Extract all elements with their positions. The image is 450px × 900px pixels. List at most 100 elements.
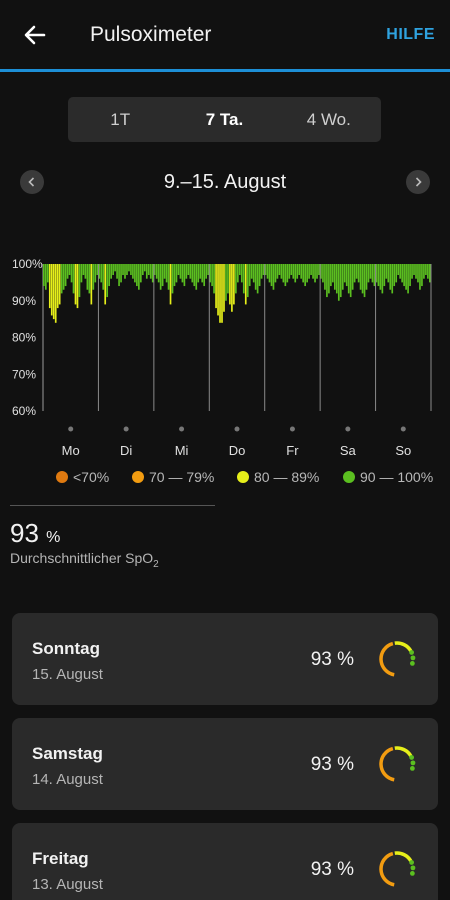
bar — [373, 264, 376, 287]
bar — [332, 264, 334, 283]
bar — [258, 264, 261, 287]
bar — [223, 264, 225, 312]
card-day: Samstag — [32, 744, 103, 763]
bar — [86, 264, 89, 290]
day-dot — [400, 426, 406, 432]
bar — [82, 264, 85, 276]
y-tick-label: 80% — [12, 331, 36, 345]
bar — [177, 264, 180, 276]
bar — [203, 264, 206, 287]
spo2-ring-icon — [379, 851, 416, 887]
bar — [421, 264, 423, 287]
bar — [314, 264, 316, 283]
bar — [316, 264, 318, 279]
y-tick-label: 70% — [12, 367, 36, 381]
bar — [130, 264, 132, 276]
bar — [286, 264, 289, 283]
bar — [256, 264, 259, 294]
previous-period-button[interactable] — [20, 170, 44, 194]
bar — [153, 264, 156, 276]
bar — [157, 264, 160, 283]
bar — [90, 264, 93, 305]
day-card-friday[interactable]: Freitag 13. August 93 % — [12, 823, 438, 900]
next-period-button[interactable] — [406, 170, 430, 194]
x-tick-label: Fr — [286, 443, 299, 458]
tab-7-days[interactable]: 7 Ta. — [205, 109, 244, 129]
bar — [393, 264, 396, 287]
bar — [379, 264, 382, 290]
card-date: 15. August — [32, 666, 103, 683]
bar — [173, 264, 176, 287]
bar — [415, 264, 417, 279]
appbar-divider — [0, 69, 450, 72]
day-card-saturday[interactable]: Samstag 14. August 93 % — [12, 718, 438, 810]
bar — [128, 264, 130, 272]
bar — [330, 264, 332, 287]
bar — [335, 264, 338, 294]
ring-dot — [409, 661, 415, 666]
bar — [199, 264, 202, 279]
bar — [417, 264, 419, 283]
legend-dot — [132, 471, 144, 483]
bar — [302, 264, 305, 283]
bar — [254, 264, 257, 290]
bar — [219, 264, 221, 323]
bar — [238, 264, 241, 276]
bar — [326, 264, 328, 298]
back-button[interactable] — [18, 18, 52, 52]
bar — [106, 264, 109, 298]
bar — [240, 264, 243, 283]
bar — [357, 264, 360, 283]
help-link[interactable]: HILFE — [386, 26, 435, 43]
bar — [134, 264, 136, 283]
bar — [262, 264, 265, 276]
tab-4-weeks[interactable]: 4 Wo. — [306, 109, 351, 129]
ring-dot — [409, 860, 415, 865]
bar — [429, 264, 431, 283]
day-card-sunday[interactable]: Sonntag 15. August 93 % — [12, 613, 438, 705]
y-tick-label: 100% — [12, 257, 43, 271]
bar — [292, 264, 295, 279]
bar — [165, 264, 168, 283]
bar — [189, 264, 192, 279]
card-day: Freitag — [32, 849, 89, 868]
chevron-left-icon — [28, 177, 35, 187]
bar — [50, 264, 53, 316]
bar — [345, 264, 348, 287]
bar — [389, 264, 392, 290]
ring-dot — [409, 766, 415, 771]
spo2-ring-icon — [379, 746, 416, 782]
bar — [60, 264, 63, 294]
bar — [205, 264, 208, 279]
bar — [74, 264, 77, 305]
bar — [98, 264, 101, 279]
average-unit: % — [46, 529, 61, 546]
bar — [183, 264, 186, 287]
bar — [43, 264, 45, 287]
bar — [419, 264, 421, 290]
bar — [274, 264, 277, 283]
bar — [118, 264, 120, 287]
bar — [179, 264, 182, 279]
bar — [185, 264, 188, 279]
bar — [347, 264, 350, 294]
ring-dot — [410, 760, 416, 766]
ring-dot — [410, 655, 416, 661]
bar — [413, 264, 415, 276]
bar — [246, 264, 249, 298]
ring-segment — [379, 851, 395, 887]
bar — [339, 264, 342, 298]
bar — [359, 264, 362, 290]
bar — [120, 264, 122, 283]
bar — [48, 264, 51, 309]
legend-label: <70% — [73, 469, 109, 485]
bar — [363, 264, 366, 298]
legend-label: 90 — 100% — [360, 469, 433, 485]
bar — [217, 264, 219, 316]
bar — [92, 264, 95, 290]
bar — [126, 264, 128, 276]
spo2-chart: 100% 90% 80% 70% 60% Mo Di Mi Do Fr Sa So <70% 70 — 7… — [12, 257, 433, 485]
bar — [195, 264, 198, 290]
tab-1-day[interactable]: 1T — [110, 109, 131, 129]
day-dot — [345, 426, 351, 432]
